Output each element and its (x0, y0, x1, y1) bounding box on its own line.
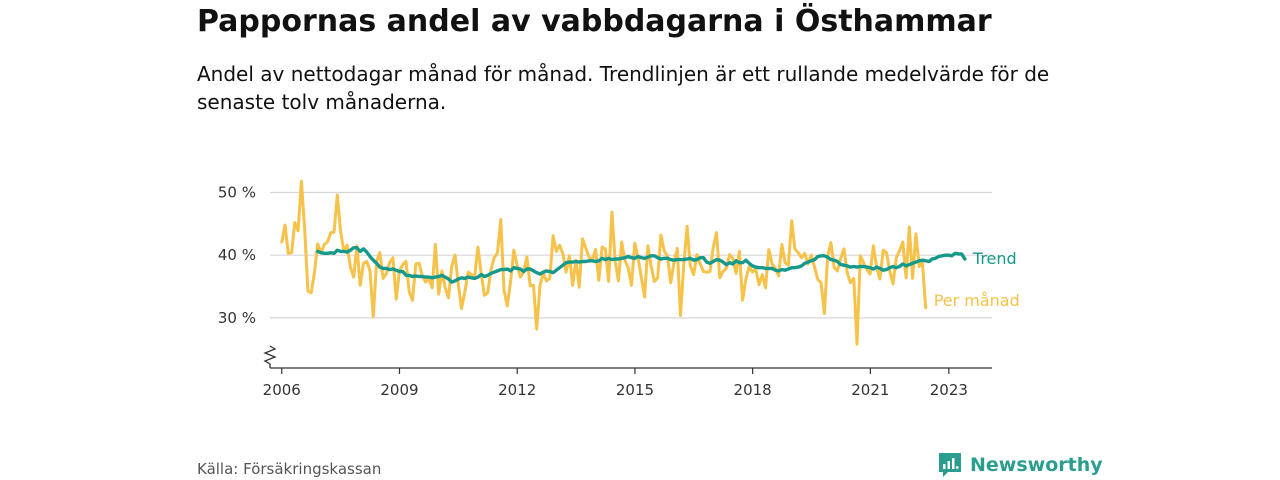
series-label-per-manad: Per månad (934, 291, 1020, 310)
x-axis: 2006 2009 2012 2015 2018 2021 2023 (263, 367, 992, 399)
y-tick-label-40: 40 % (218, 246, 256, 264)
x-tick-label-2023: 2023 (930, 381, 968, 399)
brand-name: Newsworthy (970, 454, 1103, 476)
y-axis-labels: 30 % 40 % 50 % (218, 184, 256, 327)
chart-subtitle: Andel av nettodagar månad för månad. Tre… (197, 62, 1050, 114)
x-tick-label-2015: 2015 (616, 381, 654, 399)
axis-break-zigzag (263, 345, 277, 368)
y-tick-label-30: 30 % (218, 309, 256, 327)
series-line-trend (316, 246, 967, 284)
x-tick-label-2009: 2009 (380, 381, 418, 399)
x-tick-label-2012: 2012 (498, 381, 536, 399)
axis-break (263, 345, 277, 368)
series-line-per-manad (280, 179, 928, 346)
line-chart: 30 % 40 % 50 % 2006 2009 2012 2015 2018 2021 202… (218, 179, 1020, 399)
chart-title: Pappornas andel av vabbdagarna i Östhamm… (197, 4, 992, 39)
x-tick-label-2018: 2018 (734, 381, 772, 399)
source-note: Källa: Försäkringskassan (197, 460, 382, 478)
series-label-trend: Trend (972, 249, 1017, 268)
series-lines (280, 179, 967, 346)
brand-logo: Newsworthy (938, 452, 1103, 478)
x-tick-label-2006: 2006 (263, 381, 301, 399)
y-tick-label-50: 50 % (218, 184, 256, 202)
newsworthy-logo-icon (939, 453, 961, 477)
x-tick-label-2021: 2021 (851, 381, 889, 399)
series-labels: Per månad Trend (934, 249, 1020, 310)
